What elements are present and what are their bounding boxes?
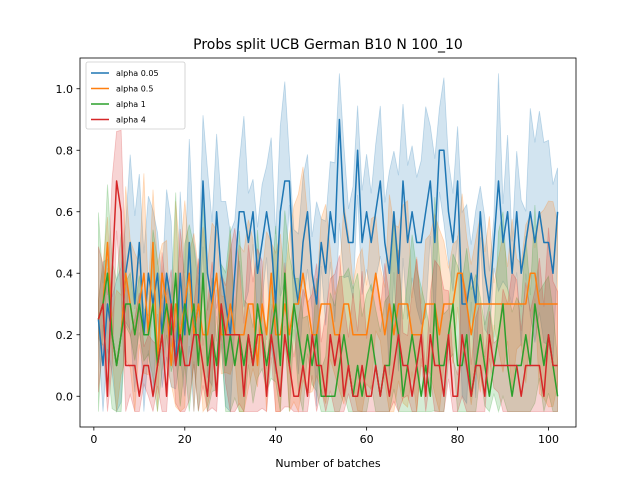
y-tick-label: 0.8 [56,144,74,157]
chart-title: Probs split UCB German B10 N 100_10 [193,37,463,53]
y-tick-label: 0.2 [56,329,74,342]
legend-box [85,61,186,130]
legend-label: alpha 0.05 [116,69,159,78]
x-axis-label: Number of batches [275,457,381,470]
y-axis: 0.0 0.2 0.4 0.6 0.8 1.0 [56,83,80,403]
x-tick-label: 0 [90,433,97,446]
y-tick-label: 0.6 [56,206,74,219]
legend: alpha 0.05 alpha 0.5 alpha 1 alpha 4 [85,61,186,130]
y-tick-label: 0.0 [56,390,74,403]
series-line-alpha-0-5 [97,241,558,367]
legend-label: alpha 4 [116,116,146,125]
x-tick-label: 20 [178,433,192,446]
y-tick-label: 1.0 [56,83,74,96]
x-tick-label: 80 [451,433,465,446]
series-line-alpha-1 [97,272,559,398]
plot-frame [79,57,577,428]
x-axis: 0 20 40 60 80 100 [90,427,559,446]
x-tick-label: 100 [538,433,559,446]
y-tick-label: 0.4 [56,267,74,280]
x-tick-label: 40 [269,433,283,446]
x-tick-label: 60 [360,433,374,446]
series-line-alpha-4 [97,180,558,398]
series-lines [97,118,559,398]
legend-label: alpha 1 [116,100,146,109]
legend-label: alpha 0.5 [116,85,153,94]
